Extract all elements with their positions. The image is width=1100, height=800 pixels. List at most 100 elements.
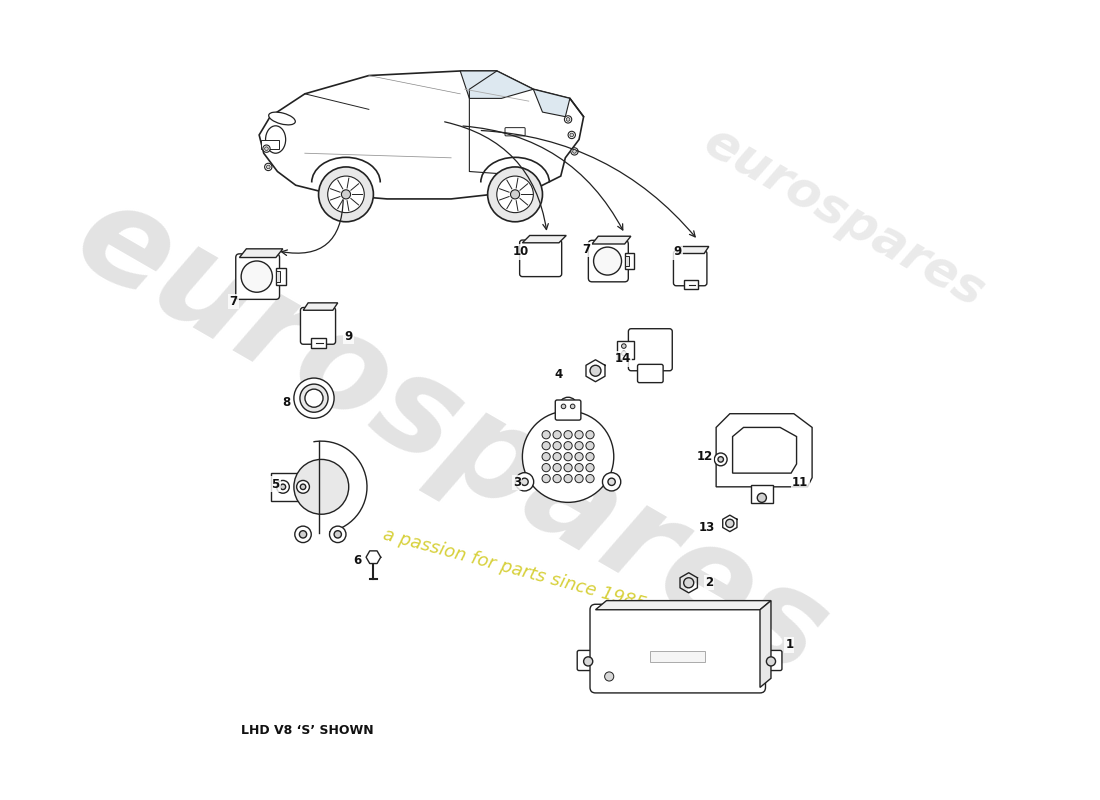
Circle shape bbox=[330, 526, 346, 542]
Polygon shape bbox=[271, 473, 319, 501]
Bar bbox=[276, 268, 286, 286]
Circle shape bbox=[561, 404, 565, 409]
Circle shape bbox=[522, 411, 614, 502]
Bar bbox=[650, 651, 705, 662]
Circle shape bbox=[559, 398, 578, 415]
Circle shape bbox=[553, 430, 561, 439]
Circle shape bbox=[571, 148, 579, 155]
Ellipse shape bbox=[265, 126, 286, 154]
Circle shape bbox=[564, 430, 572, 439]
FancyArrowPatch shape bbox=[282, 200, 343, 255]
Circle shape bbox=[341, 190, 351, 199]
Circle shape bbox=[575, 463, 583, 472]
Circle shape bbox=[684, 578, 694, 588]
Circle shape bbox=[603, 473, 620, 491]
Circle shape bbox=[564, 116, 572, 123]
Text: 13: 13 bbox=[698, 522, 715, 534]
Text: 5: 5 bbox=[272, 478, 279, 490]
Circle shape bbox=[575, 442, 583, 450]
Circle shape bbox=[553, 453, 561, 461]
Circle shape bbox=[300, 384, 328, 412]
Polygon shape bbox=[366, 551, 381, 563]
Circle shape bbox=[497, 176, 534, 213]
Polygon shape bbox=[723, 515, 737, 532]
Text: 10: 10 bbox=[513, 246, 529, 258]
Circle shape bbox=[586, 463, 594, 472]
Circle shape bbox=[542, 463, 550, 472]
FancyArrowPatch shape bbox=[482, 130, 695, 237]
Circle shape bbox=[586, 442, 594, 450]
Polygon shape bbox=[260, 71, 584, 199]
Circle shape bbox=[568, 131, 575, 138]
Circle shape bbox=[305, 389, 323, 407]
Circle shape bbox=[265, 147, 268, 150]
Polygon shape bbox=[592, 236, 631, 244]
FancyArrowPatch shape bbox=[444, 122, 548, 230]
FancyBboxPatch shape bbox=[235, 254, 279, 299]
Polygon shape bbox=[733, 427, 796, 473]
Text: 11: 11 bbox=[792, 476, 808, 489]
Circle shape bbox=[767, 657, 775, 666]
Circle shape bbox=[586, 430, 594, 439]
Text: 9: 9 bbox=[673, 246, 682, 258]
Circle shape bbox=[510, 190, 519, 199]
Circle shape bbox=[566, 118, 570, 122]
Circle shape bbox=[570, 133, 573, 137]
Polygon shape bbox=[460, 71, 534, 98]
Circle shape bbox=[553, 474, 561, 482]
Circle shape bbox=[334, 530, 341, 538]
Ellipse shape bbox=[268, 112, 295, 125]
Text: LHD V8 ‘S’ SHOWN: LHD V8 ‘S’ SHOWN bbox=[241, 724, 374, 738]
Text: 14: 14 bbox=[615, 352, 631, 366]
Text: eurospares: eurospares bbox=[54, 170, 849, 704]
Circle shape bbox=[564, 453, 572, 461]
Text: 7: 7 bbox=[230, 294, 238, 308]
Circle shape bbox=[294, 378, 334, 418]
Polygon shape bbox=[586, 360, 605, 382]
Circle shape bbox=[571, 404, 575, 409]
Circle shape bbox=[295, 526, 311, 542]
Text: a passion for parts since 1985: a passion for parts since 1985 bbox=[382, 526, 649, 613]
Circle shape bbox=[542, 430, 550, 439]
Text: 9: 9 bbox=[344, 330, 353, 342]
Polygon shape bbox=[240, 249, 283, 258]
FancyBboxPatch shape bbox=[556, 400, 581, 420]
Circle shape bbox=[319, 167, 373, 222]
FancyBboxPatch shape bbox=[300, 307, 336, 344]
Bar bbox=[625, 254, 634, 269]
Bar bbox=[625, 257, 628, 266]
Text: eurospares: eurospares bbox=[695, 118, 993, 317]
Circle shape bbox=[575, 430, 583, 439]
Circle shape bbox=[241, 261, 273, 292]
Polygon shape bbox=[595, 601, 771, 610]
Circle shape bbox=[718, 457, 724, 462]
Circle shape bbox=[265, 163, 272, 170]
Bar bbox=[261, 139, 279, 149]
Circle shape bbox=[757, 494, 767, 502]
Text: 12: 12 bbox=[697, 450, 713, 463]
FancyBboxPatch shape bbox=[673, 250, 707, 286]
Text: 1: 1 bbox=[785, 638, 793, 651]
Circle shape bbox=[553, 463, 561, 472]
Text: 2: 2 bbox=[705, 576, 713, 590]
Polygon shape bbox=[534, 90, 570, 117]
Circle shape bbox=[328, 176, 364, 213]
FancyBboxPatch shape bbox=[588, 240, 628, 282]
Text: 4: 4 bbox=[554, 368, 563, 381]
Circle shape bbox=[608, 478, 615, 486]
Circle shape bbox=[487, 167, 542, 222]
FancyBboxPatch shape bbox=[505, 128, 525, 136]
Circle shape bbox=[586, 474, 594, 482]
FancyBboxPatch shape bbox=[578, 650, 600, 670]
Circle shape bbox=[521, 478, 528, 486]
Circle shape bbox=[294, 459, 349, 514]
Circle shape bbox=[726, 519, 734, 527]
Circle shape bbox=[299, 530, 307, 538]
Circle shape bbox=[575, 453, 583, 461]
Bar bbox=[751, 485, 773, 503]
Circle shape bbox=[542, 442, 550, 450]
Bar bbox=[617, 341, 634, 359]
Circle shape bbox=[564, 463, 572, 472]
Circle shape bbox=[542, 453, 550, 461]
Circle shape bbox=[280, 484, 286, 490]
